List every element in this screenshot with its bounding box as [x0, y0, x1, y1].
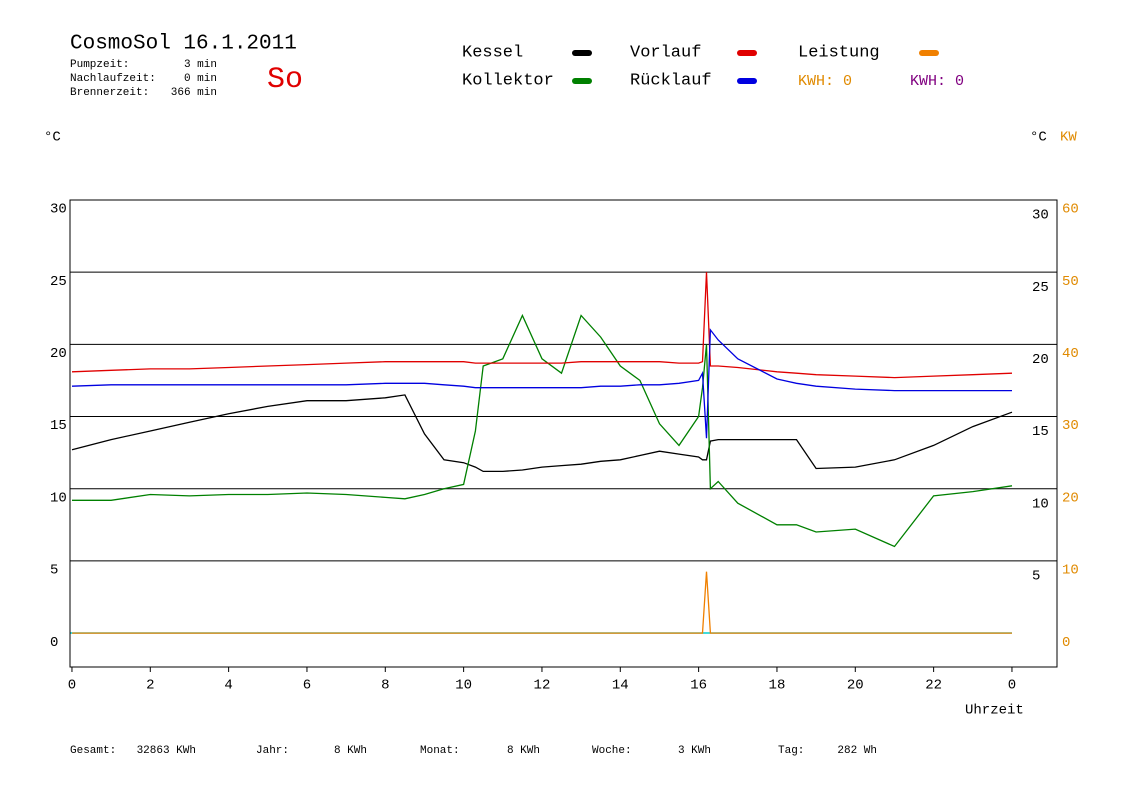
y-tick-label: 25: [50, 274, 67, 290]
y-tick-label: 0: [50, 635, 58, 651]
info-value: 0 min: [184, 73, 217, 85]
y2-tick-label: 50: [1062, 274, 1079, 290]
y-tick-label: 20: [50, 346, 67, 362]
y-tick-label: 5: [50, 563, 58, 579]
y-tick-label: 15: [50, 418, 67, 434]
footer-value: 32863 KWh: [137, 745, 196, 757]
series-line: [71, 394, 1013, 473]
x-tick-label: 20: [847, 678, 864, 694]
y2-tick-label: 60: [1062, 202, 1079, 218]
y2-tick-label: 0: [1062, 635, 1070, 651]
plot-frame: [69, 199, 1058, 668]
legend-label: Kessel: [462, 43, 523, 62]
footer-label: Monat:: [420, 745, 460, 757]
x-tick-label: 0: [68, 678, 76, 694]
x-tick-label: 12: [534, 678, 551, 694]
day: So: [267, 63, 303, 97]
x-tick-label: 0: [1008, 678, 1016, 694]
y2-tick-label: 30: [1062, 418, 1079, 434]
footer-value: 3 KWh: [678, 745, 711, 757]
info-value: 3 min: [184, 59, 217, 71]
x-tick-label: 18: [769, 678, 786, 694]
y2-tick-label: 20: [1062, 490, 1079, 506]
info-label: Brennerzeit:: [70, 87, 149, 99]
y-unit: °C: [1030, 130, 1047, 146]
legend-label: Rücklauf: [630, 71, 712, 90]
kwh: KWH: 0: [910, 73, 964, 90]
kwh: KWH: 0: [798, 73, 852, 90]
y-unit: °C: [44, 130, 61, 146]
x-tick-label: 8: [381, 678, 389, 694]
x-tick-label: 2: [146, 678, 154, 694]
y-tick-label-right: 20: [1032, 352, 1049, 368]
x-tick-label: 4: [224, 678, 232, 694]
footer-label: Tag:: [778, 745, 804, 757]
footer-label: Gesamt:: [70, 745, 116, 757]
footer-value: 282 Wh: [837, 745, 877, 757]
legend-label: Leistung: [798, 43, 880, 62]
y-tick-label-right: 25: [1032, 280, 1049, 296]
footer-value: 8 KWh: [334, 745, 367, 757]
legend-label: Kollektor: [462, 71, 554, 90]
title: CosmoSol 16.1.2011: [70, 33, 297, 56]
footer-value: 8 KWh: [507, 745, 540, 757]
info-label: Pumpzeit:: [70, 59, 129, 71]
y2-tick-label: 10: [1062, 563, 1079, 579]
x-tick-label: 10: [455, 678, 472, 694]
y2-unit: KW: [1060, 130, 1077, 146]
legend-label: Vorlauf: [630, 43, 701, 62]
x-tick-label: 22: [925, 678, 942, 694]
info-label: Nachlaufzeit:: [70, 73, 156, 85]
footer-label: Woche:: [592, 745, 632, 757]
series-line: [71, 272, 1013, 379]
y-tick-label-right: 10: [1032, 496, 1049, 512]
footer-label: Jahr:: [256, 745, 289, 757]
y2-tick-label: 40: [1062, 346, 1079, 362]
y-tick-label: 10: [50, 490, 67, 506]
x-tick-label: 14: [612, 678, 629, 694]
x-tick-label: 6: [303, 678, 311, 694]
info-value: 366 min: [171, 87, 217, 99]
y-tick-label-right: 15: [1032, 424, 1049, 440]
x-tick-label: 16: [690, 678, 707, 694]
y-tick-label: 30: [50, 202, 67, 218]
y-tick-label-right: 30: [1032, 208, 1049, 224]
series-line: [72, 313, 1013, 548]
x-label: Uhrzeit: [965, 703, 1024, 719]
series-line: [71, 328, 1012, 439]
y-tick-label-right: 5: [1032, 569, 1040, 585]
series-line: [72, 571, 1012, 634]
